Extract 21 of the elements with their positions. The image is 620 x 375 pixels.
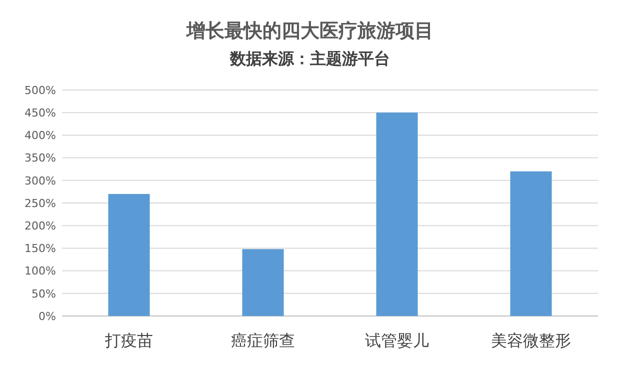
x-tick-label: 试管婴儿 [365,331,429,350]
y-tick-label: 50% [32,287,56,300]
y-tick-label: 500% [24,84,56,97]
y-tick-label: 450% [24,106,56,120]
chart-title: 增长最快的四大医疗旅游项目 [186,20,434,42]
y-tick-label: 350% [24,152,56,165]
x-tick-label: 打疫苗 [104,331,153,350]
y-tick-label: 250% [24,196,56,210]
y-tick-label: 300% [24,174,56,188]
y-tick-label: 200% [24,219,56,232]
y-tick-label: 100% [24,264,56,278]
bar [510,171,552,316]
y-tick-label: 400% [24,129,56,142]
y-tick-label: 150% [24,242,56,256]
bar [108,194,150,316]
x-tick-label: 癌症筛查 [231,331,295,350]
y-tick-label: 0% [38,310,56,323]
x-tick-label: 美容微整形 [491,331,571,350]
bar [376,112,418,316]
chart-subtitle: 数据来源：主题游平台 [229,49,390,68]
bar [242,249,284,316]
